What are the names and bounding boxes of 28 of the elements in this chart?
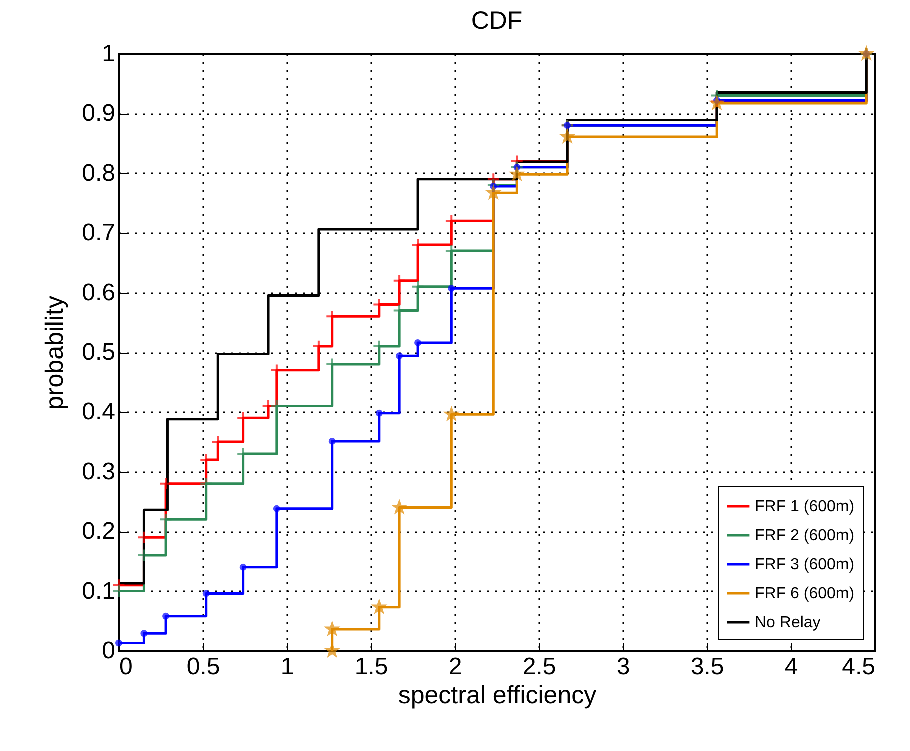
y-tick-label: 0.8 — [82, 160, 116, 187]
legend-label: FRF 2 (600m) — [755, 528, 855, 544]
chart-title: CDF — [471, 7, 523, 35]
legend-label: FRF 3 (600m) — [755, 556, 855, 574]
x-tick-label: 4 — [784, 654, 798, 680]
x-tick-label: 3 — [616, 654, 630, 680]
x-tick-label: 1 — [280, 654, 294, 680]
x-tick-label: 3.5 — [690, 654, 724, 680]
legend-label: FRF 6 (600m) — [755, 586, 855, 602]
y-tick-label: 0.2 — [82, 518, 116, 546]
legend-label: FRF 1 (600m) — [755, 498, 855, 516]
y-tick-label: 0.6 — [82, 279, 116, 306]
legend-label: No Relay — [755, 614, 821, 632]
y-tick-label: 0.9 — [82, 100, 116, 128]
x-tick-label: 1.5 — [354, 654, 388, 680]
y-tick-label: 0.4 — [82, 398, 116, 426]
x-tick-label: 4.5 — [842, 654, 876, 680]
x-tick-label: 2.5 — [522, 654, 556, 680]
x-tick-label: 2 — [448, 654, 462, 680]
x-tick-label: 0 — [120, 654, 133, 680]
y-tick-label: 1 — [102, 40, 116, 68]
y-axis-title: probability — [41, 296, 70, 410]
x-tick-label: 0.5 — [186, 654, 220, 680]
y-tick-label: 0.3 — [82, 458, 116, 486]
x-axis-title: spectral efficiency — [398, 682, 598, 710]
y-tick-label: 0.1 — [82, 578, 116, 605]
y-tick-label: 0.7 — [82, 220, 116, 247]
y-tick-label: 0.5 — [82, 339, 116, 366]
